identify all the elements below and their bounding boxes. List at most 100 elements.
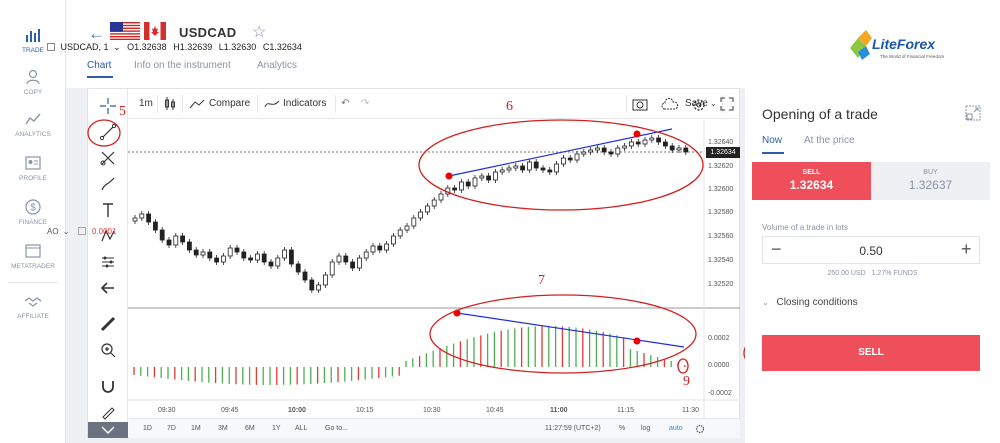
volume-value[interactable]: 0.50 <box>859 244 883 258</box>
pattern-tool[interactable] <box>88 227 128 251</box>
camera-icon[interactable] <box>632 97 648 111</box>
price-trendline <box>448 128 673 177</box>
ao-dropdown-chevron-icon[interactable]: ⌄ <box>62 227 70 236</box>
chart-clock: 11:27:59 (UTC+2) <box>545 425 601 432</box>
time-tick-label: 09:30 <box>158 407 176 414</box>
range-1d[interactable]: 1D <box>143 425 152 432</box>
sell-button[interactable]: SELL <box>762 335 980 371</box>
trend-point <box>633 337 641 345</box>
candle-body <box>479 175 485 179</box>
redo-icon[interactable]: ↷ <box>361 98 370 109</box>
back-arrow-icon[interactable]: ← <box>88 24 105 43</box>
tab-chart[interactable]: Chart <box>87 60 112 71</box>
undo-icon[interactable]: ↶ <box>341 98 350 109</box>
zoom-in-tool[interactable] <box>88 341 128 365</box>
candle-body <box>234 247 240 253</box>
decrease-volume-button[interactable]: − <box>771 239 782 259</box>
nav-label: FINANCE <box>18 219 48 226</box>
trendline-tool[interactable] <box>88 123 128 147</box>
candle-body <box>275 257 281 267</box>
closing-conditions-toggle[interactable]: ⌄ Closing conditions <box>762 297 858 308</box>
ao-close-icon[interactable] <box>77 227 86 235</box>
text-tool[interactable] <box>88 201 128 225</box>
candle-body <box>384 243 390 251</box>
sell-price: 1.32634 <box>789 178 834 192</box>
tab-analytics[interactable]: Analytics <box>257 60 298 71</box>
expand-icon[interactable] <box>965 105 981 121</box>
nav-label: PROFILE <box>19 175 47 182</box>
collapse-legend-icon[interactable] <box>47 43 55 51</box>
auto-scale-toggle[interactable]: auto <box>669 425 683 432</box>
candle-body <box>261 253 267 263</box>
save-dropdown-chevron-icon[interactable]: ⌄ <box>710 99 717 108</box>
drawing-toolbar <box>88 89 128 439</box>
favorite-star-icon[interactable]: ☆ <box>252 24 267 41</box>
candle-body <box>513 165 519 169</box>
brush-tool[interactable] <box>88 175 128 199</box>
nav-analytics[interactable]: ANALYTICS <box>0 110 66 138</box>
candle-body <box>282 249 288 259</box>
nav-affiliate[interactable]: AFFILIATE <box>0 292 66 320</box>
sell-price-box[interactable]: SELL 1.32634 <box>752 162 871 200</box>
candle-body <box>499 169 505 173</box>
nav-metatrader[interactable]: METATRADER <box>0 242 66 270</box>
log-scale-toggle[interactable]: log <box>641 425 651 432</box>
toolbar-collapse-button[interactable] <box>88 422 128 438</box>
svg-text:$: $ <box>30 203 36 214</box>
time-tick-label: 10:00 <box>288 407 306 414</box>
ao-tick-label: -0.0002 <box>708 390 732 397</box>
range-1m[interactable]: 1M <box>191 425 201 432</box>
range-6m[interactable]: 6M <box>245 425 255 432</box>
candle-body <box>649 137 655 141</box>
measure-tool[interactable] <box>88 253 128 277</box>
lock-tool[interactable] <box>88 403 128 427</box>
candle-body <box>390 235 396 245</box>
candle-body <box>139 213 145 219</box>
tab-now[interactable]: Now <box>762 135 783 146</box>
range-1y[interactable]: 1Y <box>272 425 281 432</box>
buy-price-box[interactable]: BUY 1.32637 <box>871 162 990 200</box>
axis-settings-gear-icon[interactable] <box>695 424 705 434</box>
candle-body <box>193 249 199 256</box>
percent-scale-toggle[interactable]: % <box>619 425 626 432</box>
nav-finance[interactable]: $ FINANCE <box>0 198 66 226</box>
nav-profile[interactable]: PROFILE <box>0 154 66 182</box>
candle-body <box>622 145 627 149</box>
text-icon <box>103 203 113 217</box>
candle-body <box>567 157 573 161</box>
candle-body <box>241 251 247 259</box>
nav-trade[interactable]: TRADE <box>0 26 66 54</box>
range-all[interactable]: ALL <box>295 425 308 432</box>
price-tick-label: 1.32520 <box>708 281 733 288</box>
crosshair-tool[interactable] <box>88 97 128 121</box>
fib-tool[interactable] <box>88 149 128 173</box>
candle-body <box>363 251 369 259</box>
candle-body <box>472 177 478 187</box>
nav-copy[interactable]: COPY <box>0 68 66 96</box>
legend-dropdown-chevron-icon[interactable]: ⌄ <box>113 42 121 52</box>
magnet-tool[interactable] <box>88 377 128 401</box>
trade-panel: Opening of a trade Now At the price SELL… <box>745 88 1000 443</box>
gear-icon[interactable] <box>691 97 707 113</box>
ruler-tool[interactable] <box>88 315 128 339</box>
fullscreen-icon[interactable] <box>720 97 734 111</box>
tab-at-price[interactable]: At the price <box>804 135 855 146</box>
increase-volume-button[interactable]: + <box>961 239 972 259</box>
interval-button[interactable]: 1m <box>139 98 153 109</box>
hide-toolbar-button[interactable] <box>88 279 128 303</box>
range-7d[interactable]: 7D <box>167 425 176 432</box>
save-button[interactable]: Save <box>685 98 708 109</box>
candle-body <box>452 187 458 191</box>
tab-info[interactable]: Info on the instrument <box>134 60 231 71</box>
nav-label: COPY <box>23 89 43 96</box>
candle-body <box>669 145 675 151</box>
nav-label: TRADE <box>21 47 45 54</box>
goto-date-button[interactable]: Go to... <box>325 425 348 432</box>
indicators-button[interactable]: Indicators <box>283 98 327 109</box>
candles-icon[interactable] <box>164 97 176 111</box>
compare-button[interactable]: Compare <box>209 98 251 109</box>
candle-body <box>268 261 274 267</box>
toolbar-divider <box>722 95 723 113</box>
range-3m[interactable]: 3M <box>218 425 228 432</box>
